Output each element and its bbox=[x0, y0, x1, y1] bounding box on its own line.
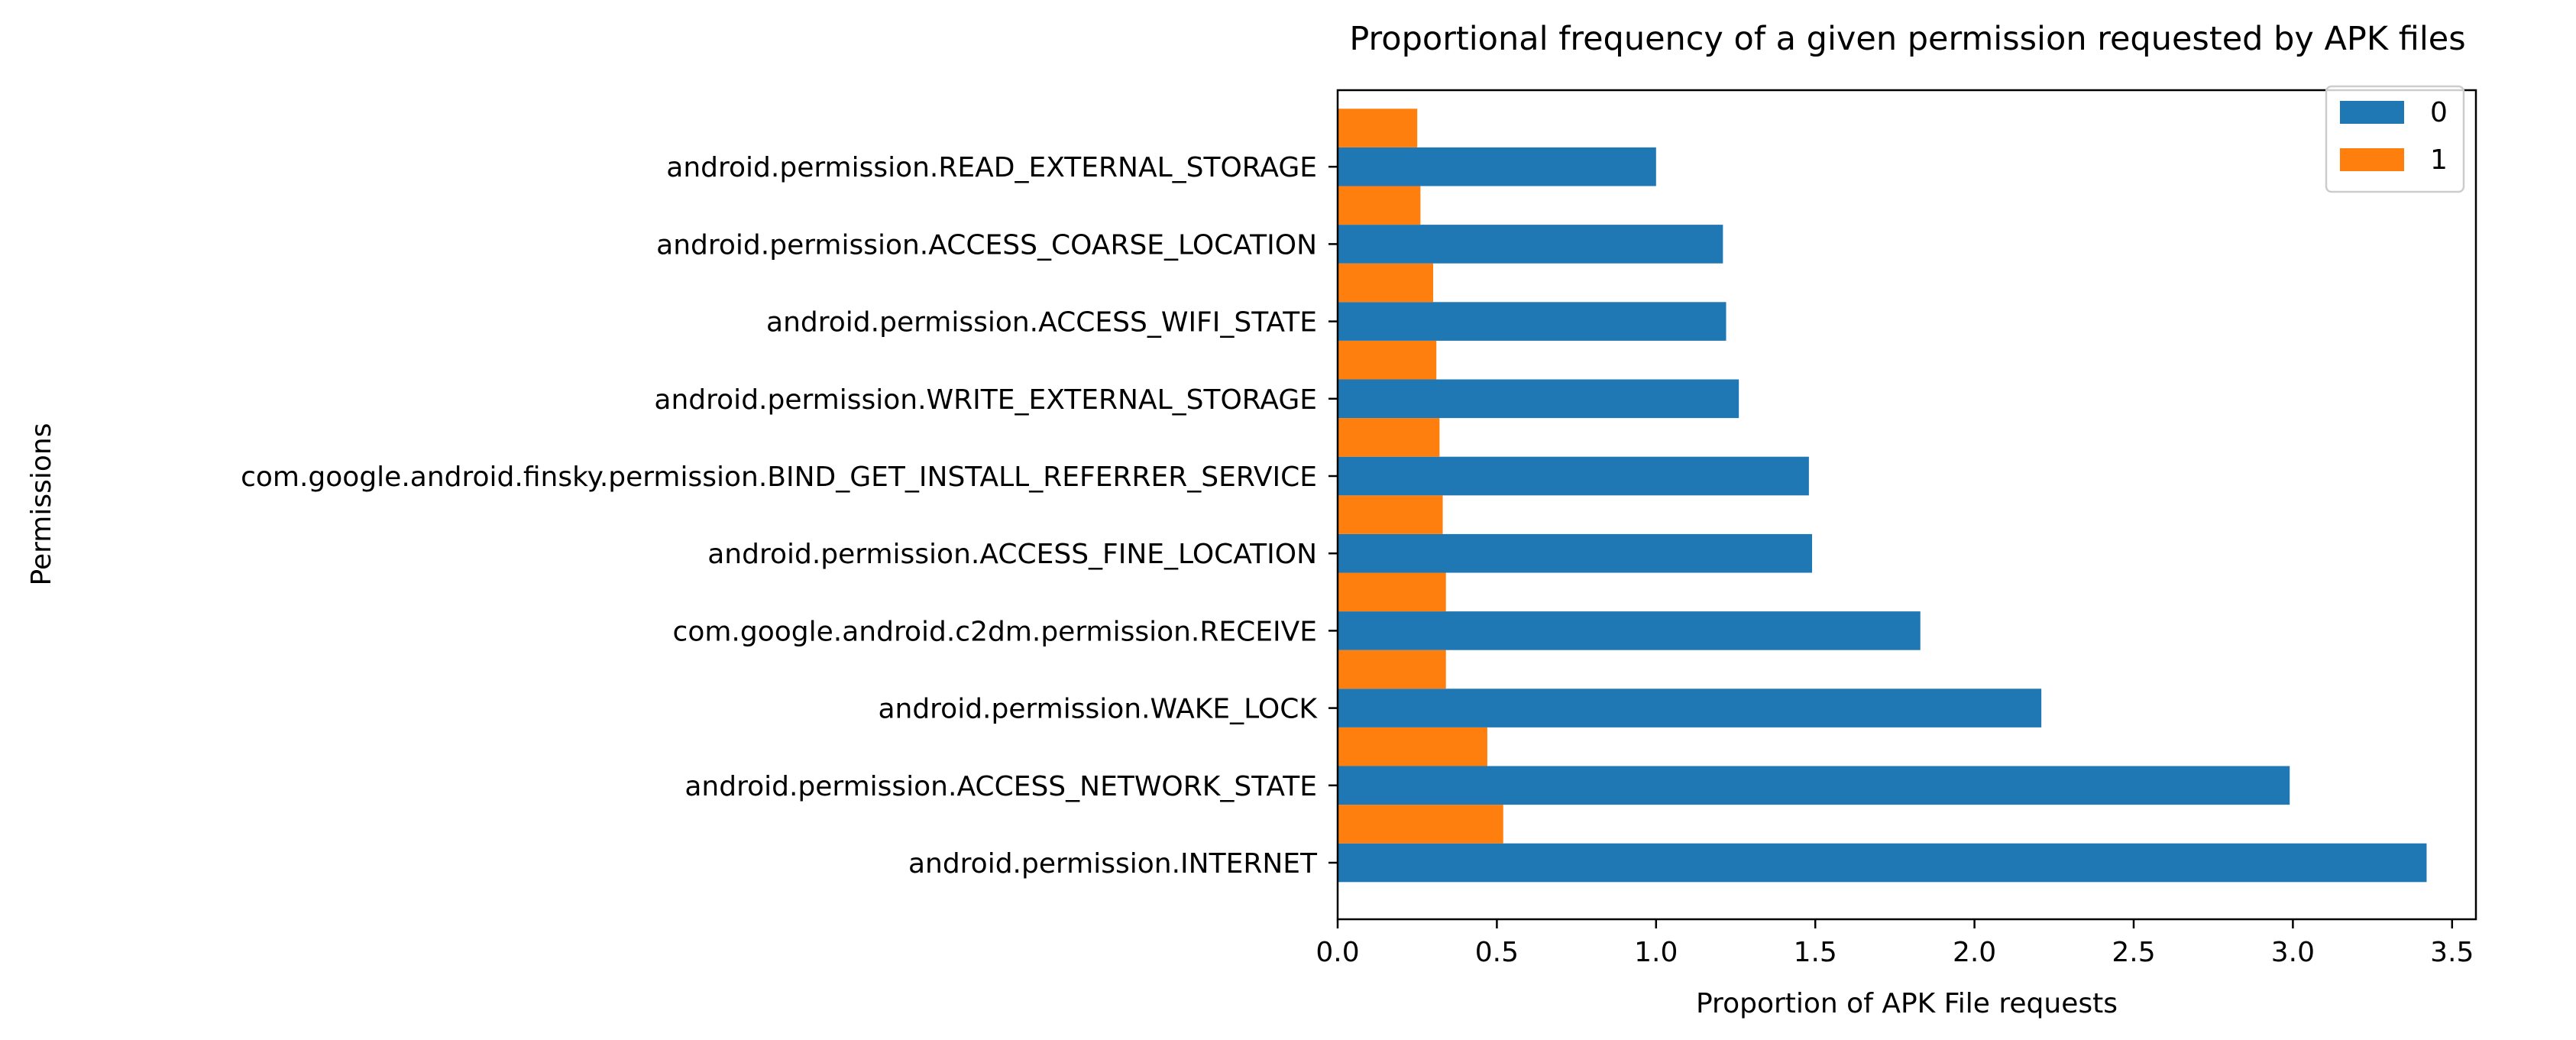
y-axis-label: Permissions bbox=[26, 423, 57, 586]
x-tick-label: 2.0 bbox=[1953, 937, 1996, 968]
legend-label-1: 1 bbox=[2430, 144, 2448, 176]
bars-group bbox=[1338, 109, 2427, 883]
x-tick-label: 1.0 bbox=[1634, 937, 1678, 968]
y-tick-label: com.google.android.finsky.permission.BIN… bbox=[241, 462, 1317, 493]
legend-swatch-1 bbox=[2340, 148, 2404, 171]
bar-series-0-3 bbox=[1338, 611, 1921, 650]
bar-series-1-4 bbox=[1338, 495, 1443, 534]
bar-series-0-6 bbox=[1338, 379, 1739, 419]
y-tick-label: android.permission.ACCESS_COARSE_LOCATIO… bbox=[656, 229, 1317, 261]
bar-series-0-7 bbox=[1338, 302, 1727, 341]
bar-series-1-0 bbox=[1338, 805, 1503, 844]
plot-area-frame bbox=[1336, 89, 2477, 921]
bar-series-0-1 bbox=[1338, 766, 2290, 805]
bar-series-1-8 bbox=[1338, 186, 1421, 225]
y-tick-label: android.permission.WRITE_EXTERNAL_STORAG… bbox=[654, 384, 1317, 416]
x-tick-label: 1.5 bbox=[1794, 937, 1837, 968]
chart-title: Proportional frequency of a given permis… bbox=[1349, 20, 2465, 58]
bar-series-1-1 bbox=[1338, 727, 1487, 766]
bar-series-1-9 bbox=[1338, 109, 1418, 147]
bar-series-0-5 bbox=[1338, 456, 1809, 496]
bar-series-0-0 bbox=[1338, 843, 2427, 883]
bar-series-0-9 bbox=[1338, 147, 1656, 186]
bar-series-1-7 bbox=[1338, 263, 1434, 303]
y-tick-label: android.permission.ACCESS_FINE_LOCATION bbox=[707, 539, 1317, 570]
bar-series-0-8 bbox=[1338, 225, 1723, 264]
y-tick-label: android.permission.INTERNET bbox=[908, 848, 1318, 880]
x-tick-label: 0.0 bbox=[1316, 937, 1359, 968]
bar-series-0-2 bbox=[1338, 688, 2042, 727]
y-tick-label: android.permission.READ_EXTERNAL_STORAGE bbox=[666, 152, 1317, 183]
x-tick-label: 3.5 bbox=[2430, 937, 2474, 968]
legend: 01 bbox=[2325, 85, 2465, 193]
x-tick-label: 3.0 bbox=[2271, 937, 2315, 968]
bar-series-0-4 bbox=[1338, 533, 1813, 573]
y-tick-label: android.permission.ACCESS_NETWORK_STATE bbox=[684, 771, 1317, 802]
y-tick-label: com.google.android.c2dm.permission.RECEI… bbox=[673, 616, 1317, 647]
bar-series-1-6 bbox=[1338, 340, 1437, 380]
legend-swatch-0 bbox=[2340, 101, 2404, 124]
x-axis-ticks: 0.0 0.5 1.0 1.5 2.0 2.5 3.0 3.5 bbox=[1316, 919, 2474, 968]
bar-series-1-5 bbox=[1338, 418, 1440, 457]
legend-label-0: 0 bbox=[2430, 97, 2448, 128]
x-tick-label: 0.5 bbox=[1475, 937, 1519, 968]
x-tick-label: 2.5 bbox=[2112, 937, 2155, 968]
y-axis-ticks: android.permission.INTERNET android.permi… bbox=[241, 152, 1338, 880]
y-tick-label: android.permission.WAKE_LOCK bbox=[878, 694, 1318, 725]
y-tick-label: android.permission.ACCESS_WIFI_STATE bbox=[766, 307, 1317, 339]
bar-series-1-3 bbox=[1338, 572, 1446, 612]
x-axis-label: Proportion of APK File requests bbox=[1696, 988, 2118, 1019]
bar-series-1-2 bbox=[1338, 650, 1446, 689]
